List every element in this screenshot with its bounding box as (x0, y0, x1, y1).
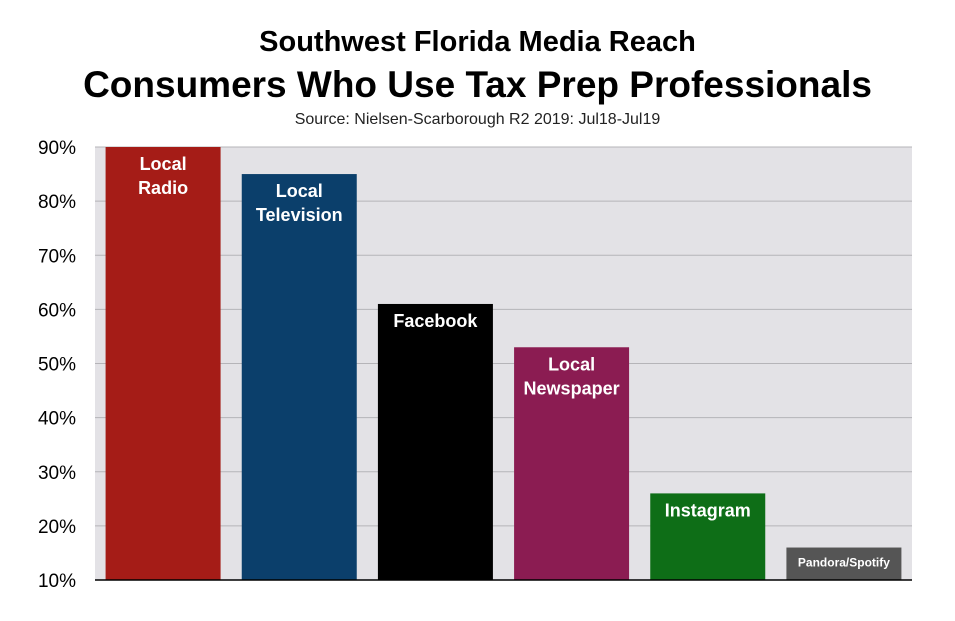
bar (650, 493, 766, 580)
bar-label: Local (548, 354, 595, 374)
bar-labels: Local Radio Local Television Facebook Local Ne… (138, 154, 890, 570)
y-tick-label: 70% (38, 246, 76, 267)
y-tick-label: 10% (38, 571, 76, 592)
chart-subtitle: Consumers Who Use Tax Prep Professionals (83, 64, 872, 105)
y-tick-label: 20% (38, 517, 76, 538)
bar (514, 347, 630, 580)
bar-label: Pandora/Spotify (798, 556, 890, 570)
bar (786, 547, 902, 580)
bar-label: Newspaper (524, 378, 620, 398)
y-tick-label: 60% (38, 300, 76, 321)
y-tick-label: 50% (38, 355, 76, 376)
bar-label: Local (140, 154, 187, 174)
bars (105, 147, 902, 580)
chart-title: Southwest Florida Media Reach (259, 26, 696, 58)
bar-label: Facebook (393, 311, 478, 331)
y-tick-label: 30% (38, 463, 76, 484)
bar-label: Local (276, 181, 323, 201)
y-axis: 10% 20% 30% 40% 50% 60% 70% 80% 90% (38, 138, 76, 592)
bar (105, 147, 221, 580)
y-tick-label: 80% (38, 192, 76, 213)
bar-label: Television (256, 205, 343, 225)
bar (377, 303, 493, 580)
y-tick-label: 40% (38, 409, 76, 430)
bar-label: Radio (138, 178, 188, 198)
bar-label: Instagram (665, 500, 751, 520)
y-tick-label: 90% (38, 138, 76, 159)
chart-source: Source: Nielsen-Scarborough R2 2019: Jul… (294, 111, 661, 128)
bar (241, 174, 357, 580)
